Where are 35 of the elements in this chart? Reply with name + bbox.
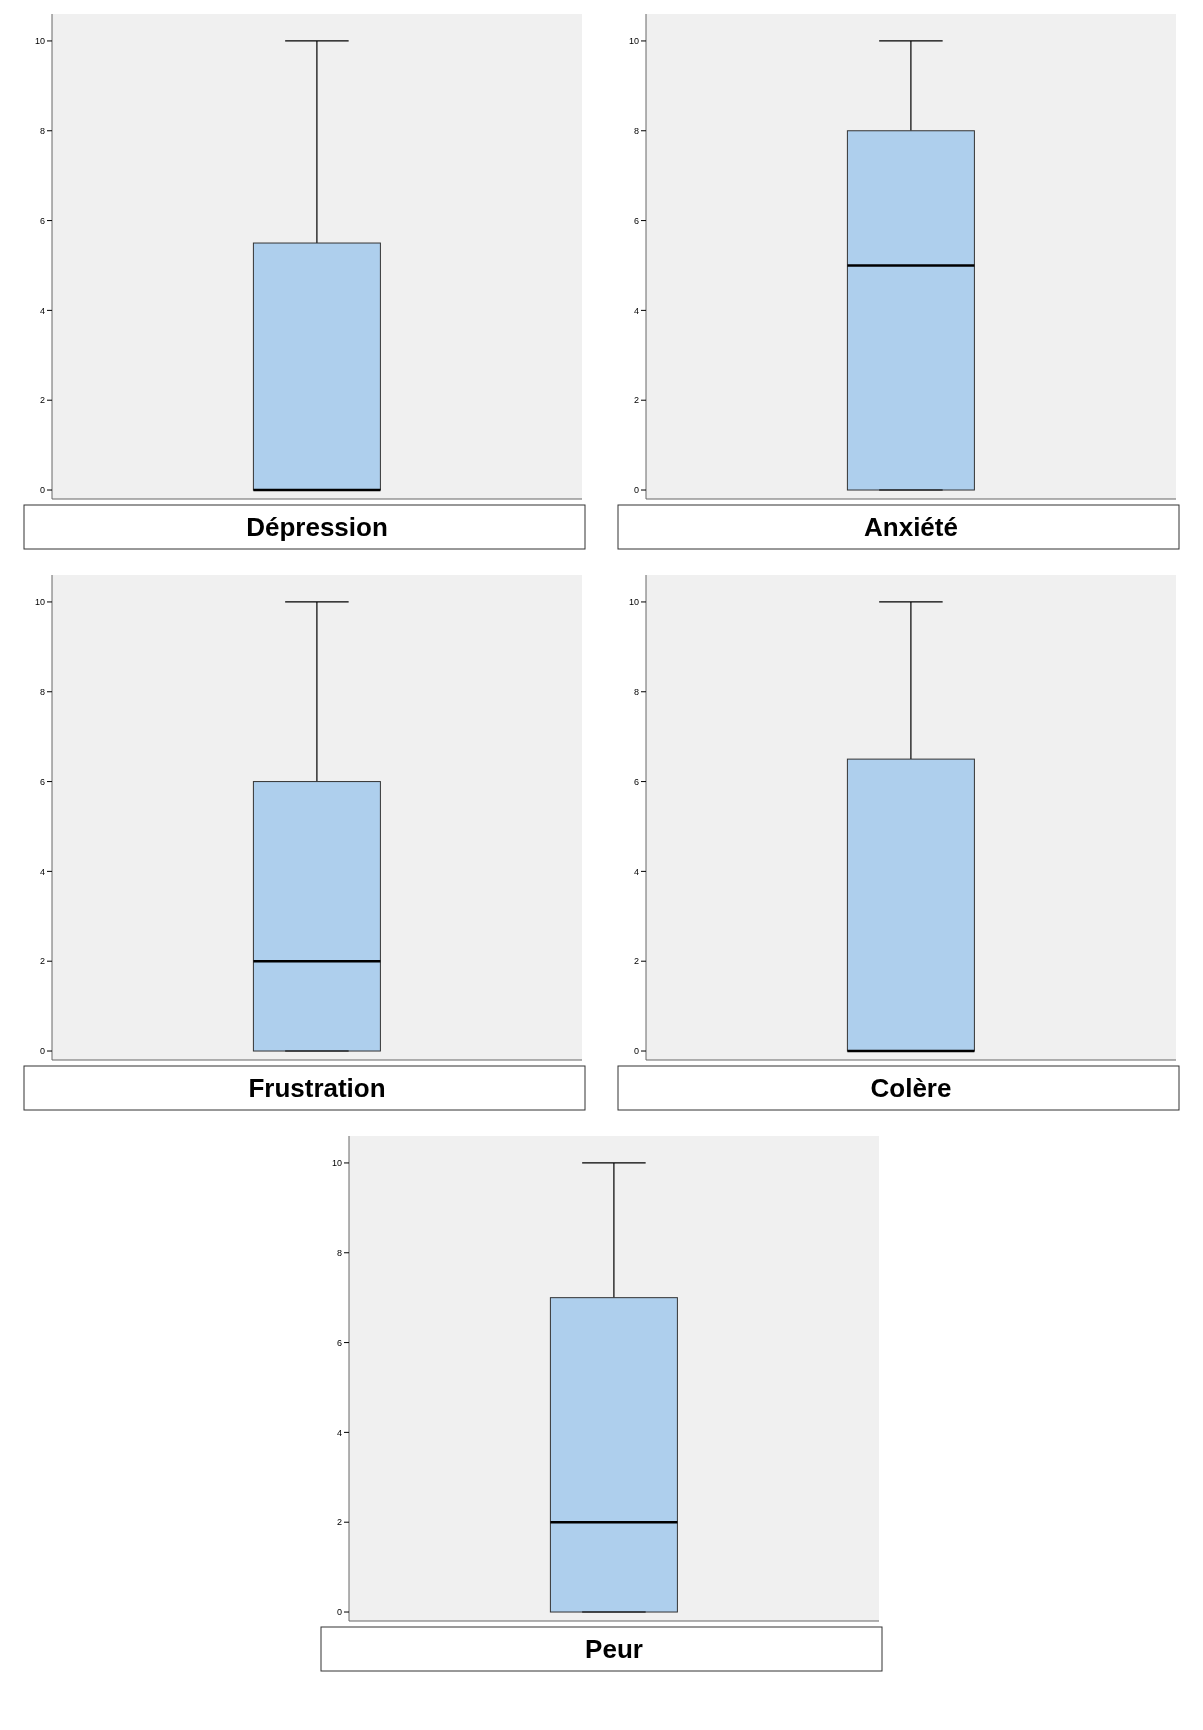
y-tick-label: 0 [633,1046,639,1057]
y-tick-label: 10 [35,597,46,608]
y-tick-label: 0 [40,1046,46,1057]
y-tick-label: 8 [633,686,639,697]
y-tick-label: 6 [633,776,639,787]
x-tick-label: Anxiété [863,512,958,542]
y-tick-label: 2 [40,956,46,967]
y-tick-label: 10 [331,1158,342,1169]
y-tick-label: 8 [40,686,46,697]
y-tick-label: 6 [40,215,46,226]
x-tick-label: Dépression [246,512,389,542]
y-tick-label: 4 [336,1427,342,1438]
y-tick-label: 4 [633,305,639,316]
y-tick-label: 6 [633,215,639,226]
y-tick-label: 2 [336,1517,342,1528]
y-tick-label: 2 [633,956,639,967]
x-tick-label: Colère [870,1073,952,1103]
y-tick-label: 0 [633,485,639,496]
x-tick-label: Peur [585,1634,643,1664]
y-tick-label: 8 [40,125,46,136]
y-tick-label: 10 [628,36,639,47]
y-tick-label: 4 [633,866,639,877]
y-tick-label: 0 [336,1607,342,1618]
y-tick-label: 8 [633,125,639,136]
y-tick-label: 10 [628,597,639,608]
y-tick-label: 2 [40,395,46,406]
y-tick-label: 10 [35,36,46,47]
y-tick-label: 6 [40,776,46,787]
y-tick-label: 0 [40,485,46,496]
y-tick-label: 2 [633,395,639,406]
x-tick-label: Frustration [248,1073,386,1103]
y-tick-label: 6 [336,1337,342,1348]
y-tick-label: 8 [336,1247,342,1258]
y-tick-label: 4 [40,305,46,316]
y-tick-label: 4 [40,866,46,877]
